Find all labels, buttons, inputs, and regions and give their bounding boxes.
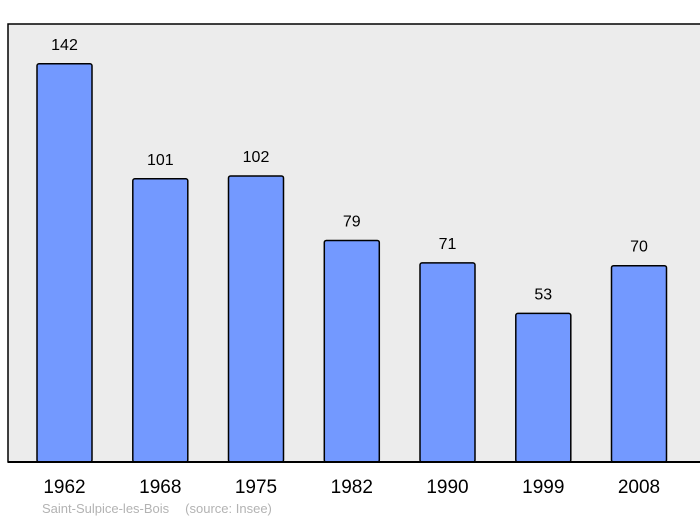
- labels-layer: 142 1962 101 1968 102 1975 79 1982 71 1990 53 1999 7…: [43, 37, 660, 498]
- value-label-1962: 142: [51, 37, 78, 54]
- bar-1999: [515, 312, 572, 463]
- x-tick-label-1962: 1962: [43, 477, 85, 498]
- value-label-1975: 102: [243, 149, 270, 166]
- x-tick-label-2008: 2008: [618, 477, 660, 498]
- x-tick-label-1975: 1975: [235, 477, 277, 498]
- bar-2008: [610, 264, 668, 463]
- value-label-1999: 53: [534, 286, 552, 303]
- x-tick-label-1968: 1968: [139, 477, 181, 498]
- value-label-1968: 101: [147, 152, 174, 169]
- bar-1968: [132, 178, 189, 463]
- x-tick-label-1990: 1990: [426, 477, 468, 498]
- value-label-1990: 71: [439, 236, 457, 253]
- bars-layer: [36, 63, 668, 463]
- value-label-2008: 70: [630, 239, 648, 256]
- place-name: Saint-Sulpice-les-Bois: [42, 501, 170, 516]
- x-tick-label-1982: 1982: [331, 477, 373, 498]
- value-label-1982: 79: [343, 214, 361, 231]
- bar-1982: [323, 239, 381, 463]
- bar-1962: [36, 63, 93, 463]
- chart-caption: Saint-Sulpice-les-Bois (source: Insee): [42, 501, 272, 516]
- bar-1975: [227, 175, 285, 463]
- x-tick-label-1999: 1999: [522, 477, 564, 498]
- bar-1990: [419, 262, 476, 463]
- source-note: (source: Insee): [185, 501, 272, 516]
